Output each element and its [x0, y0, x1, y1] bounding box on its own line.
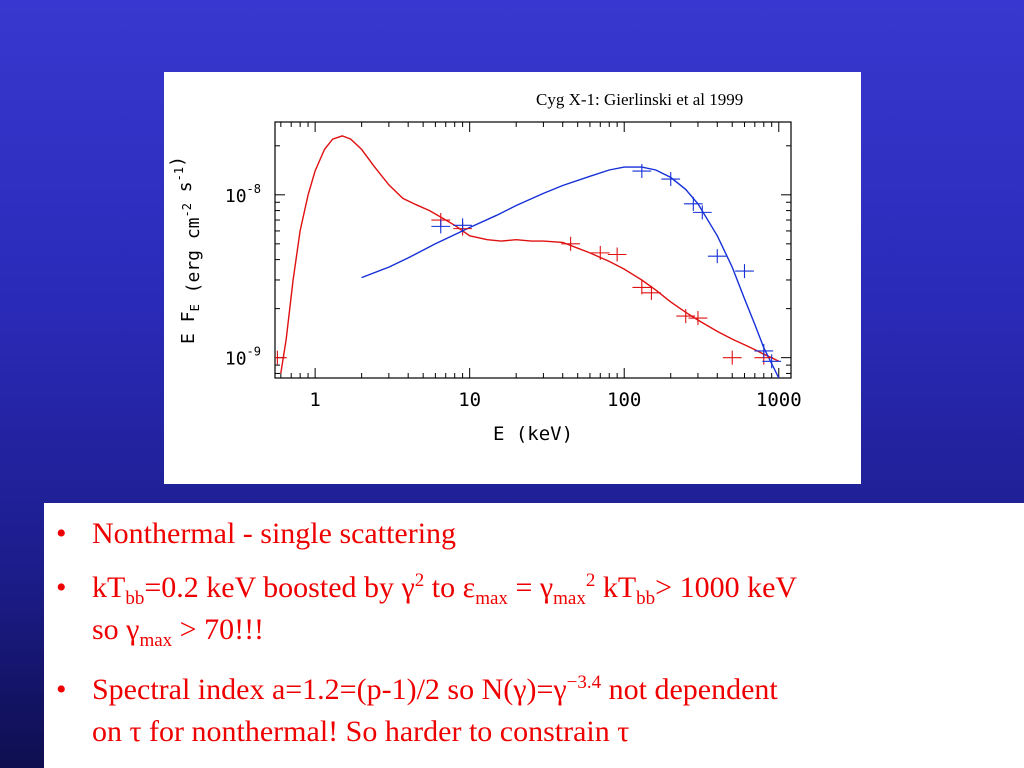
series-line-red [280, 135, 780, 374]
bullet-text: Spectral index a=1.2=(p-1)/2 so N(γ)=γ−3… [92, 672, 778, 706]
figure-panel: Cyg X-1: Gierlinski et al 1999 1 10 100 100… [164, 72, 861, 484]
bullet-text: Nonthermal - single scattering [92, 517, 457, 550]
bullet-text: on τ for nonthermal! So harder to constr… [92, 715, 630, 748]
series-line-blue [361, 166, 780, 378]
y-axis-label: E FE (erg cm-2 s-1) [167, 156, 204, 344]
bullet-text: kTbb=0.2 keV boosted by γ2 to εmax = γma… [92, 570, 798, 609]
x-tick-label: 100 [607, 389, 641, 411]
figure-caption: Cyg X-1: Gierlinski et al 1999 [536, 90, 744, 109]
spectrum-chart: 1 10 100 1000 10-9 10-8 E (keV) E FE (erg cm-2 … [167, 121, 802, 445]
x-axis-label: E (keV) [493, 423, 573, 445]
y-tick-label: 10-9 [225, 345, 261, 370]
x-tick-label: 10 [458, 389, 481, 411]
bullet-symbol: • [56, 517, 67, 550]
bullet-symbol: • [56, 571, 67, 604]
bullet-symbol: • [56, 673, 67, 706]
y-tick-label: 10-8 [225, 182, 261, 207]
bullet-list: • Nonthermal - single scattering • kTbb=0.2… [44, 503, 1024, 768]
x-tick-label: 1000 [756, 389, 802, 411]
plot-frame [274, 121, 792, 379]
x-tick-label: 1 [309, 389, 320, 411]
bullet-text: so γmax > 70!!! [92, 613, 265, 651]
